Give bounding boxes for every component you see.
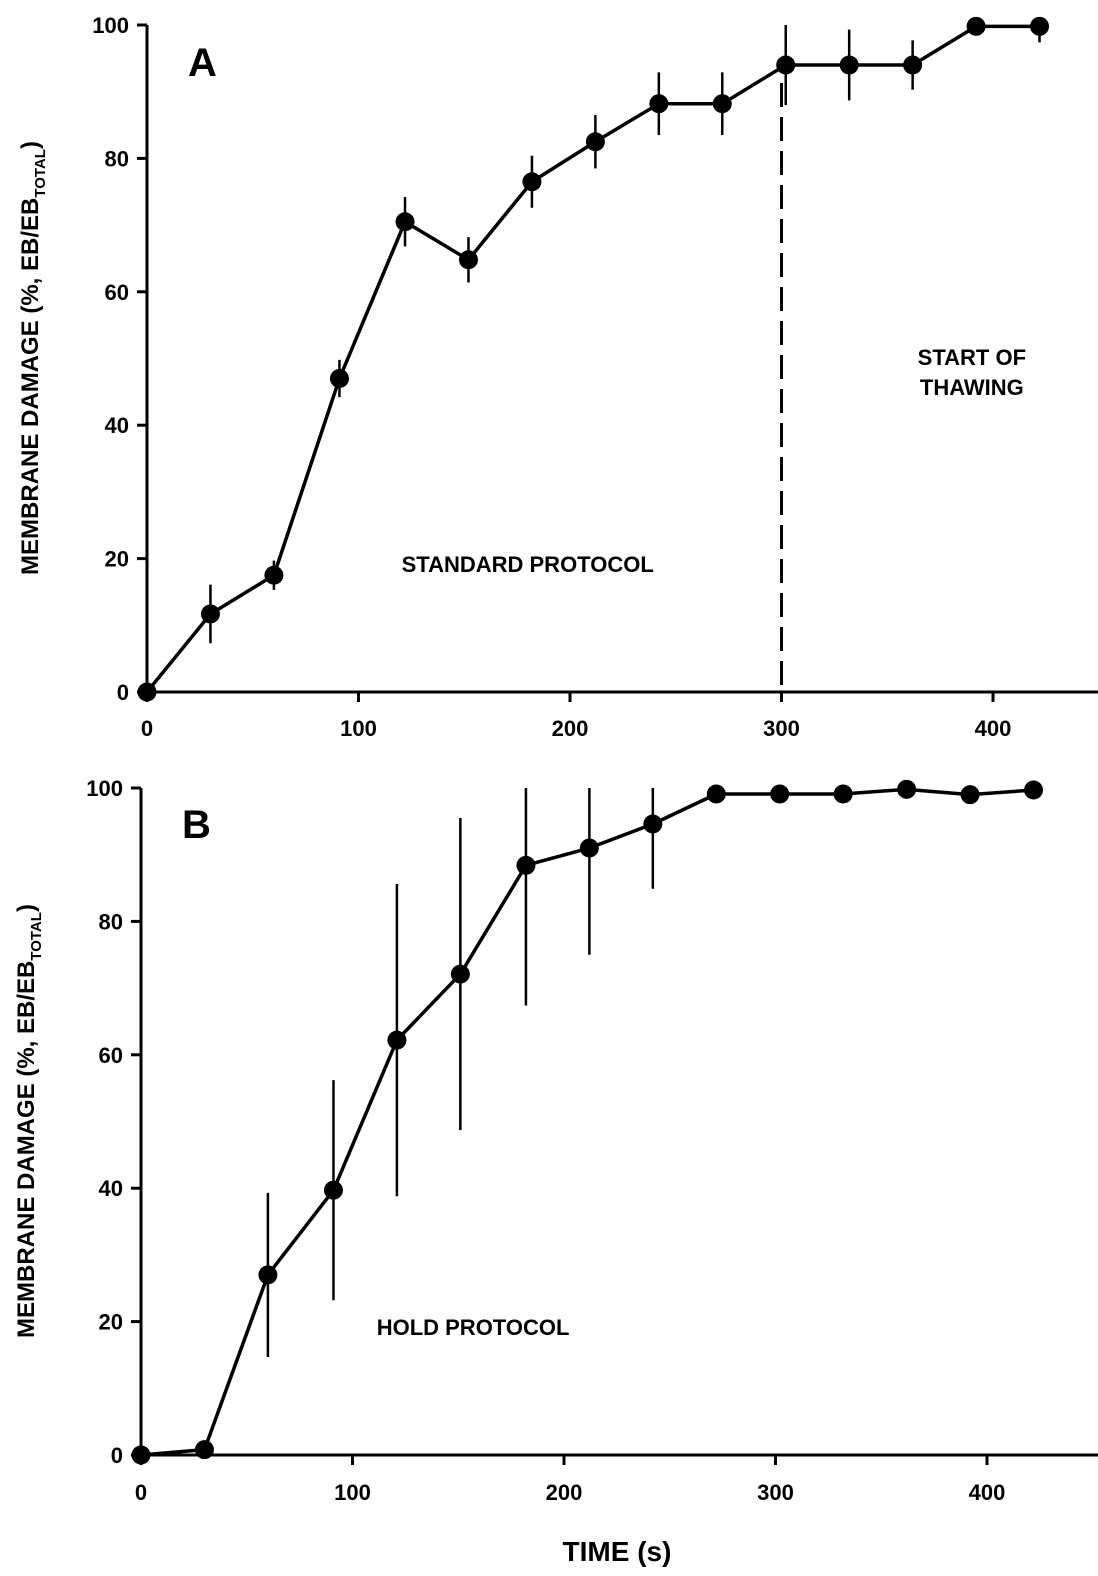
data-point bbox=[387, 1030, 407, 1050]
x-tick-label: 200 bbox=[552, 716, 589, 741]
data-point bbox=[839, 55, 859, 75]
annotation: THAWING bbox=[920, 375, 1024, 400]
x-tick-label: 0 bbox=[135, 1480, 147, 1505]
y-axis-label: MEMBRANE DAMAGE (%, EB/EBTOTAL) bbox=[17, 141, 49, 575]
annotation: HOLD PROTOCOL bbox=[377, 1315, 570, 1340]
data-point bbox=[450, 964, 470, 984]
y-tick-label: 40 bbox=[105, 413, 129, 438]
data-point bbox=[1024, 780, 1044, 800]
data-point bbox=[903, 55, 923, 75]
data-point bbox=[131, 1445, 151, 1465]
data-point bbox=[960, 785, 980, 805]
data-point bbox=[395, 212, 415, 232]
y-tick-label: 60 bbox=[99, 1043, 123, 1068]
y-tick-label: 80 bbox=[99, 909, 123, 934]
annotation: STANDARD PROTOCOL bbox=[402, 552, 654, 577]
y-tick-label: 20 bbox=[99, 1310, 123, 1335]
series-line bbox=[140, 787, 1034, 1457]
data-point bbox=[833, 784, 853, 804]
data-point bbox=[137, 682, 157, 702]
data-point bbox=[329, 369, 349, 389]
data-point bbox=[516, 855, 536, 875]
x-tick-label: 400 bbox=[975, 716, 1012, 741]
data-point bbox=[649, 94, 669, 114]
y-tick-label: 60 bbox=[105, 280, 129, 305]
data-point bbox=[706, 784, 726, 804]
data-point bbox=[458, 250, 478, 270]
series-line bbox=[145, 24, 1040, 694]
data-point bbox=[770, 784, 790, 804]
data-point bbox=[579, 838, 599, 858]
y-tick-label: 0 bbox=[117, 680, 129, 705]
data-point bbox=[522, 172, 542, 192]
data-point bbox=[712, 94, 732, 114]
data-point bbox=[264, 565, 284, 585]
x-tick-label: 300 bbox=[757, 1480, 794, 1505]
y-tick-label: 80 bbox=[105, 146, 129, 171]
y-tick-label: 100 bbox=[92, 13, 129, 38]
panel-label: B bbox=[182, 803, 211, 847]
y-tick-label: 40 bbox=[99, 1176, 123, 1201]
data-point bbox=[258, 1265, 278, 1285]
data-point bbox=[643, 814, 663, 834]
y-tick-label: 20 bbox=[105, 547, 129, 572]
x-tick-label: 0 bbox=[141, 716, 153, 741]
y-tick-label: 0 bbox=[111, 1443, 123, 1468]
panel-b: 0 20 40 60 80 100 0 100 200 300 400 MEMBRANE DAMAGE… bbox=[13, 776, 1098, 1567]
y-axis-label: MEMBRANE DAMAGE (%, EB/EBTOTAL) bbox=[13, 904, 45, 1338]
x-tick-label: 200 bbox=[546, 1480, 583, 1505]
x-tick-label: 100 bbox=[340, 716, 377, 741]
panel-label: A bbox=[188, 41, 217, 85]
x-tick-label: 100 bbox=[334, 1480, 371, 1505]
data-point bbox=[1030, 16, 1050, 36]
data-point bbox=[897, 779, 917, 799]
x-tick-label: 400 bbox=[969, 1480, 1006, 1505]
data-point bbox=[200, 604, 220, 624]
x-tick-label: 300 bbox=[763, 716, 800, 741]
data-point bbox=[585, 132, 605, 152]
annotation: START OF bbox=[918, 345, 1026, 370]
data-point bbox=[776, 55, 796, 75]
x-axis-label: TIME (s) bbox=[563, 1536, 672, 1567]
panel-a: 0 20 40 60 80 100 0 100 200 300 400 MEMBRANE DAMAGE… bbox=[17, 13, 1098, 741]
data-point bbox=[323, 1180, 343, 1200]
y-tick-label: 100 bbox=[86, 776, 123, 801]
data-point bbox=[194, 1440, 214, 1460]
data-point bbox=[966, 16, 986, 36]
